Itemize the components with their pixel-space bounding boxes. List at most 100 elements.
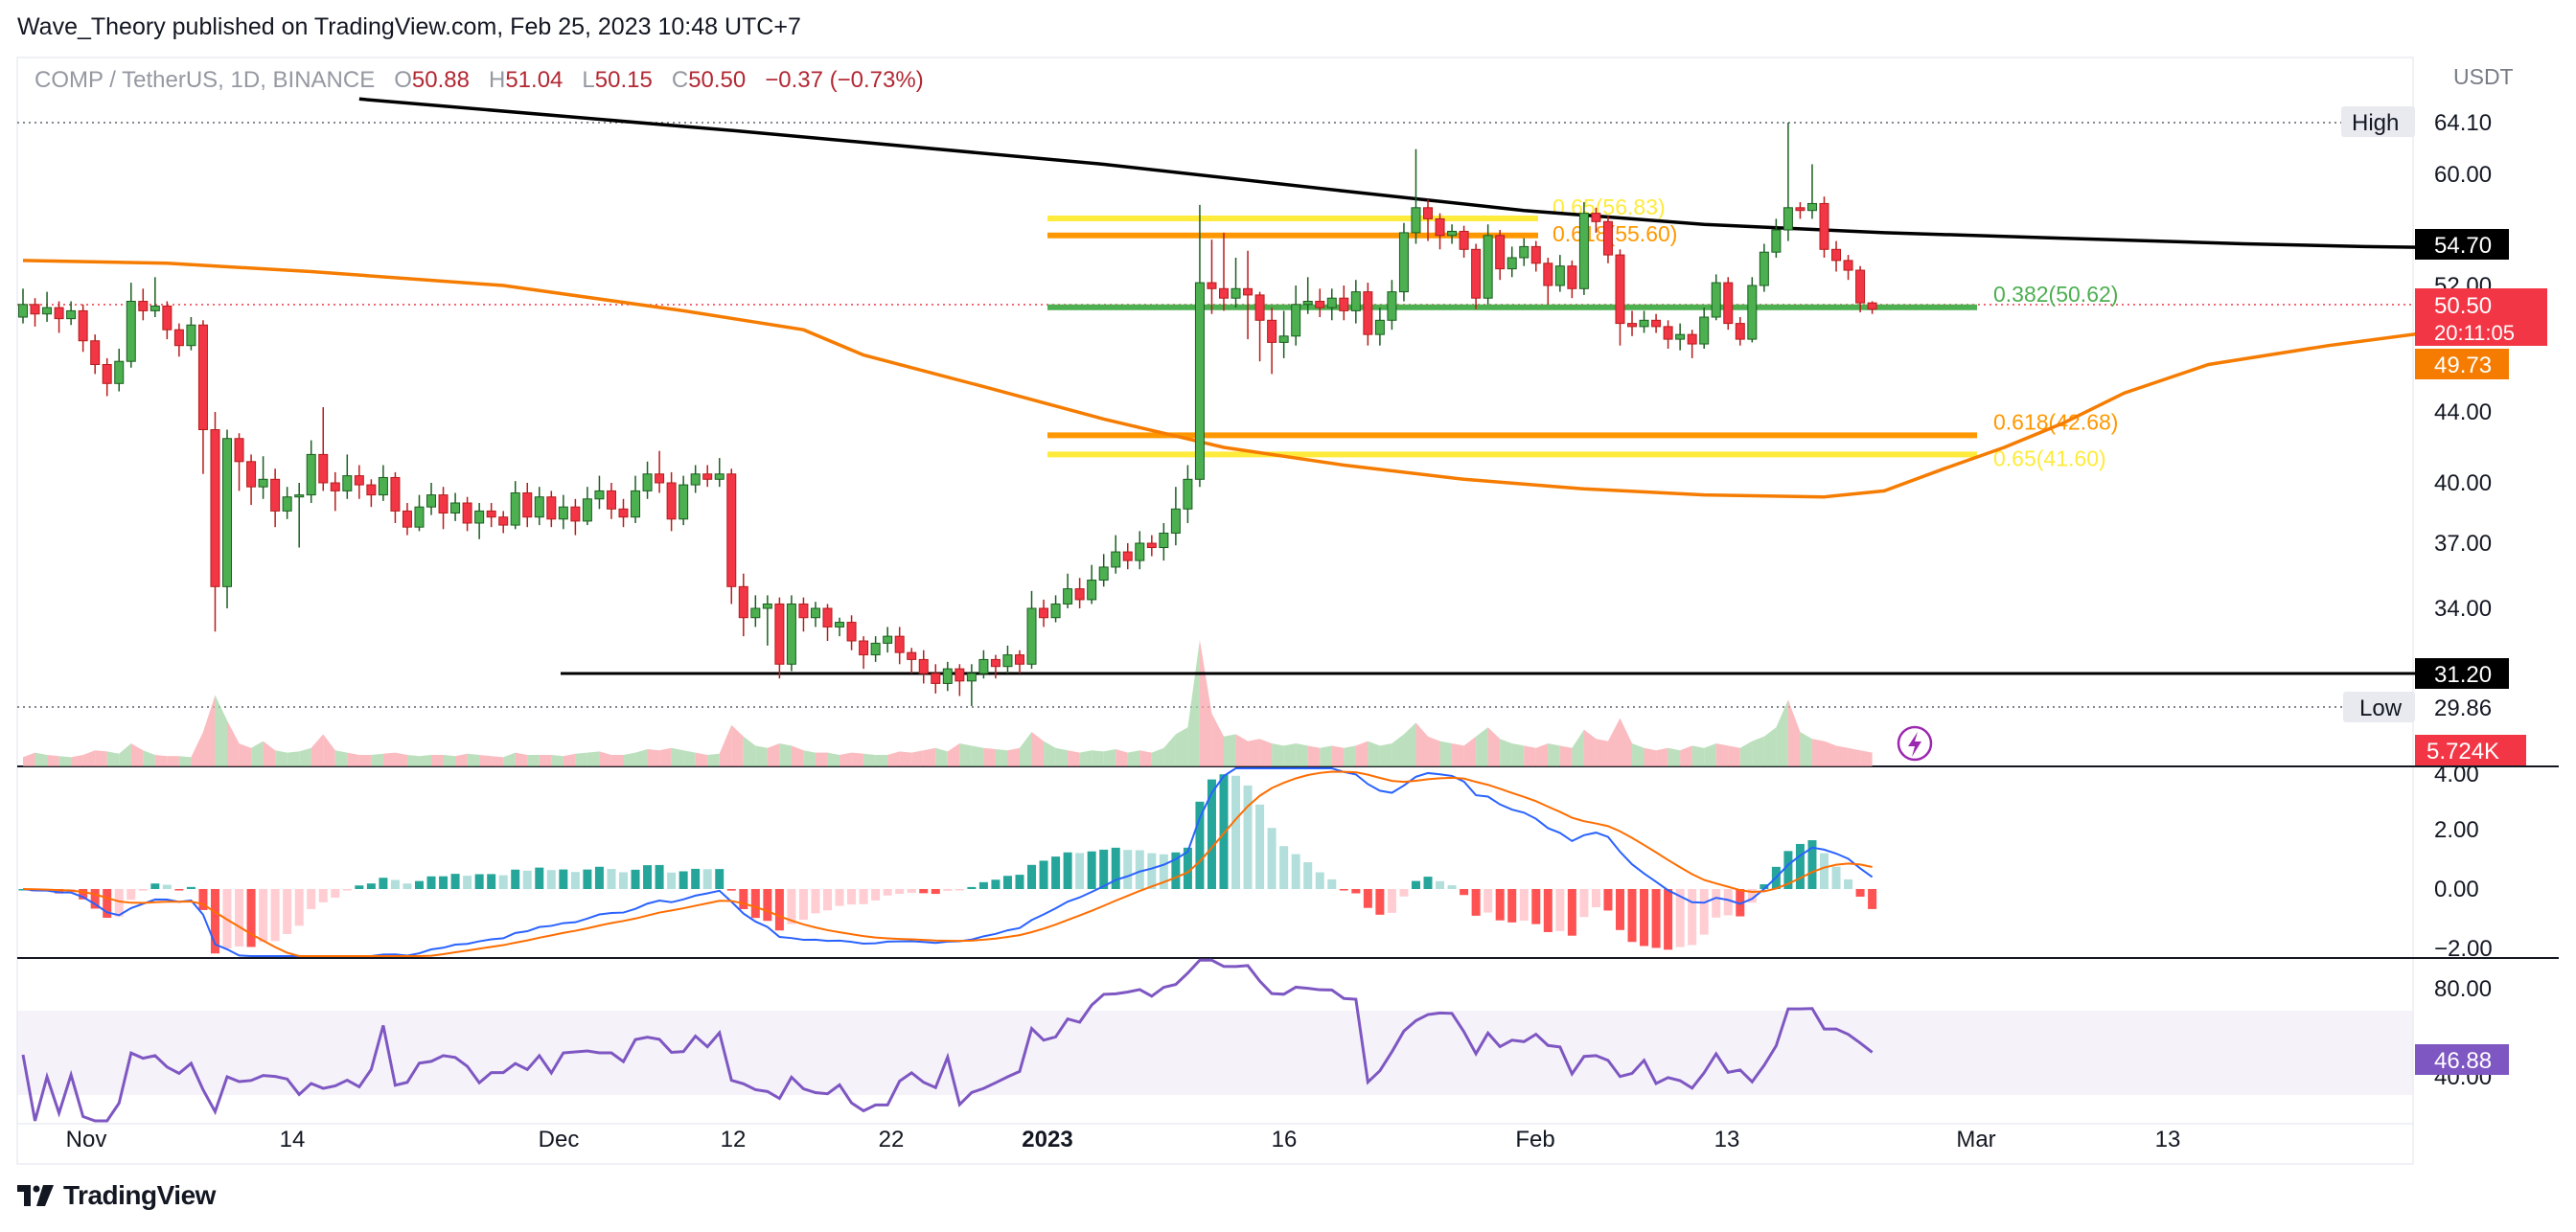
- volume-segment: [1680, 745, 1692, 766]
- macd-histogram-bar: [835, 889, 844, 906]
- candle-body: [1014, 654, 1024, 665]
- volume-segment: [71, 755, 83, 766]
- volume-segment: [659, 747, 672, 766]
- macd-histogram-bar: [318, 889, 328, 902]
- volume-segment: [1811, 739, 1825, 766]
- volume-segment: [275, 750, 288, 766]
- candle-body: [666, 482, 677, 520]
- candle-body: [1411, 207, 1421, 234]
- candle-body: [1530, 245, 1541, 264]
- volume-segment: [1031, 732, 1045, 766]
- volume-segment: [707, 753, 720, 766]
- macd-histogram-bar: [463, 876, 472, 889]
- moving-averages: [22, 97, 2473, 499]
- macd-histogram-bar: [1375, 889, 1385, 915]
- candle-body: [1711, 282, 1721, 318]
- volume-segment: [1487, 727, 1501, 766]
- macd-histogram-bar: [619, 872, 628, 889]
- volume-segment: [1019, 732, 1032, 766]
- macd-histogram-bar: [702, 869, 712, 889]
- candle-body: [918, 658, 929, 674]
- symbol-legend[interactable]: COMP / TetherUS, 1D, BINANCE O50.88 H51.…: [34, 67, 924, 94]
- candle-body: [197, 324, 208, 430]
- candle-body: [1554, 265, 1565, 286]
- candle-body: [114, 360, 125, 384]
- volume-segment: [479, 755, 492, 766]
- volume-segment: [551, 755, 564, 766]
- volume-segment: [130, 743, 144, 766]
- volume-segment: [347, 752, 359, 766]
- candle-body: [426, 494, 437, 508]
- macd-histogram-bar: [1002, 876, 1012, 889]
- candle-body: [762, 603, 772, 609]
- volume-segment: [1824, 741, 1837, 766]
- volume-segment: [899, 751, 912, 766]
- candle-body: [1615, 254, 1625, 325]
- rsi-tick-label: 80.00: [2434, 976, 2492, 1002]
- volume-segment: [1103, 749, 1116, 766]
- candle-body: [150, 305, 160, 311]
- macd-histogram-bar: [583, 869, 592, 889]
- candle-body: [1326, 297, 1337, 308]
- time-tick-label: 14: [280, 1127, 306, 1152]
- macd-histogram-bar: [787, 889, 796, 924]
- macd-histogram-bar: [1327, 878, 1337, 889]
- price-tick-label: 60.00: [2434, 162, 2492, 188]
- macd-histogram-bar: [1231, 775, 1241, 889]
- macd-histogram-bar: [474, 874, 484, 889]
- volume-segment: [1860, 750, 1873, 766]
- candle-body: [978, 658, 989, 674]
- high-value: 64.10: [2434, 110, 2492, 136]
- lightning-icon-glyph: [1908, 732, 1921, 757]
- tradingview-brand[interactable]: TradingView: [17, 1180, 216, 1211]
- low-tag-label: Low: [2359, 696, 2403, 721]
- volume-segment: [1368, 741, 1380, 766]
- price-tick-label: 40.00: [2434, 470, 2492, 496]
- macd-histogram-bar: [907, 889, 916, 893]
- candle-body: [1267, 319, 1277, 343]
- volume-segment: [1439, 741, 1453, 766]
- candle-body: [1183, 478, 1193, 510]
- macd-histogram-bar: [1807, 840, 1817, 889]
- candle-body: [1627, 323, 1638, 328]
- candle-body: [1398, 232, 1409, 293]
- candle-body: [1026, 607, 1037, 665]
- volume-segment: [1392, 734, 1404, 766]
- candle-body: [1447, 230, 1458, 237]
- volume-segment: [1187, 640, 1200, 766]
- volume-segment: [419, 755, 432, 766]
- candle-body: [138, 301, 149, 311]
- macd-tick-label: −2.00: [2434, 936, 2493, 962]
- volume-segment: [23, 752, 35, 766]
- candle-body: [1159, 533, 1169, 549]
- macd-histogram-bar: [498, 875, 508, 889]
- candle-body: [522, 492, 533, 518]
- macd-histogram-bar: [991, 879, 1000, 889]
- macd-histogram-bar: [739, 889, 748, 910]
- candle-body: [1135, 542, 1145, 561]
- macd-histogram-bar: [450, 874, 460, 889]
- volume-segment: [635, 749, 648, 766]
- candle-body: [1339, 297, 1349, 311]
- volume-segment: [767, 743, 780, 766]
- last-price-value: 50.50: [2434, 293, 2492, 319]
- volume-segment: [382, 752, 396, 766]
- volume-segment: [1092, 750, 1104, 766]
- macd-histogram-bar: [871, 889, 881, 901]
- volume-segment: [82, 750, 96, 766]
- macd-histogram-bar: [1411, 880, 1420, 889]
- macd-histogram-bar: [535, 867, 544, 889]
- candle-body: [1567, 265, 1577, 289]
- candle-body: [54, 307, 64, 320]
- candle-body: [966, 673, 977, 682]
- candle-body: [714, 473, 724, 480]
- candle-body: [1315, 301, 1325, 308]
- macd-histogram-bar: [859, 889, 868, 904]
- volume-segment: [887, 751, 900, 766]
- macd-line: [22, 767, 1874, 957]
- macd-histogram-bar: [1460, 889, 1469, 896]
- ma50-tag: [2415, 349, 2509, 379]
- macd-histogram-bar: [919, 889, 929, 894]
- candle-body: [1855, 269, 1866, 304]
